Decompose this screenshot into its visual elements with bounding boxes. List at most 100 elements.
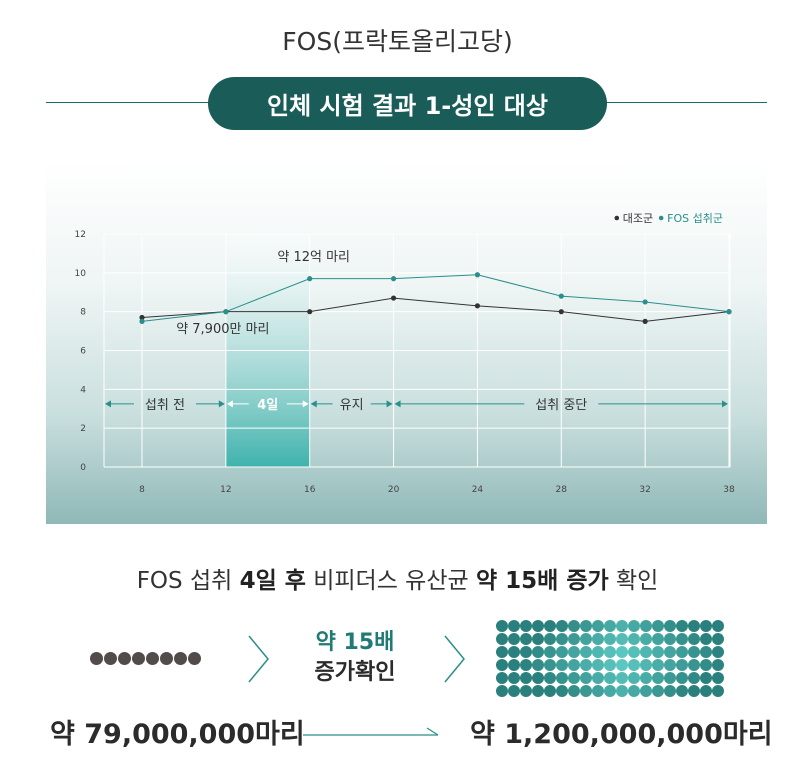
bacteria-dot	[568, 672, 580, 684]
summary-middle: 비피더스 유산균	[305, 568, 476, 594]
bacteria-dot	[520, 659, 532, 671]
bacteria-dot	[652, 685, 664, 697]
bacteria-dot	[676, 659, 688, 671]
bacteria-dot	[628, 633, 640, 645]
bacteria-dot	[520, 633, 532, 645]
bacteria-dot	[664, 620, 676, 632]
bacteria-dot	[104, 652, 117, 665]
bacteria-dot	[520, 646, 532, 658]
bacteria-dot	[616, 659, 628, 671]
bacteria-dot	[664, 672, 676, 684]
x-tick-label: 32	[639, 485, 650, 495]
bacteria-dot	[496, 685, 508, 697]
y-tick-label: 0	[80, 463, 86, 473]
before-count: 약 79,000,000마리	[50, 719, 305, 750]
bacteria-dot	[652, 646, 664, 658]
bacteria-dot	[604, 659, 616, 671]
bacteria-dot	[700, 633, 712, 645]
y-tick-label: 8	[80, 308, 86, 318]
bacteria-dot	[628, 620, 640, 632]
bacteria-dot	[520, 672, 532, 684]
data-point	[390, 276, 397, 282]
bacteria-dot	[652, 620, 664, 632]
x-tick-label: 12	[220, 485, 231, 495]
y-tick-label: 10	[75, 269, 87, 279]
dot-row	[496, 633, 730, 645]
chevron-right-icon	[248, 635, 269, 683]
y-tick-label: 12	[75, 230, 86, 240]
bacteria-dot	[508, 672, 520, 684]
bacteria-dot	[664, 685, 676, 697]
bacteria-dot	[532, 633, 544, 645]
bacteria-dot	[580, 620, 592, 632]
bacteria-dot	[544, 646, 556, 658]
annotation-label: 약 12억 마리	[277, 250, 350, 265]
bacteria-dot	[712, 646, 724, 658]
data-point	[474, 272, 481, 278]
data-point	[307, 276, 313, 282]
banner-line-left	[46, 102, 212, 103]
bacteria-dot	[532, 659, 544, 671]
bacteria-dot	[628, 659, 640, 671]
bacteria-dot	[640, 646, 652, 658]
bacteria-dot	[508, 633, 520, 645]
phase-arrow-right	[302, 400, 309, 408]
bacteria-dot	[652, 633, 664, 645]
bacteria-dot	[616, 633, 628, 645]
bacteria-dot	[592, 646, 604, 658]
summary-text: FOS 섭취 4일 후 비피더스 유산균 약 15배 증가 확인	[0, 561, 795, 595]
bacteria-dot	[712, 659, 724, 671]
bacteria-dot	[544, 672, 556, 684]
bacteria-dot	[604, 633, 616, 645]
chart-background	[46, 160, 767, 524]
dot-row	[496, 672, 730, 684]
series-line	[141, 274, 730, 322]
bacteria-dot	[592, 633, 604, 645]
after-count: 약 1,200,000,000마리	[470, 719, 773, 750]
bacteria-dot	[188, 652, 201, 665]
chevron-right-icon	[444, 635, 465, 683]
dot-row	[496, 659, 730, 671]
bacteria-dot	[580, 646, 592, 658]
bacteria-dot	[556, 646, 568, 658]
bacteria-dot	[604, 620, 616, 632]
bacteria-dot	[532, 685, 544, 697]
summary-prefix: FOS 섭취	[136, 568, 240, 594]
bacteria-dot	[496, 672, 508, 684]
bacteria-dot	[568, 646, 580, 658]
bacteria-dot	[688, 672, 700, 684]
phase-arrow-right	[386, 400, 393, 408]
bacteria-dot	[616, 646, 628, 658]
bacteria-dot	[676, 672, 688, 684]
dot-row	[496, 620, 730, 632]
phase-arrow-right	[218, 400, 225, 408]
bacteria-dot	[664, 646, 676, 658]
bacteria-dot	[628, 672, 640, 684]
bacteria-dot	[580, 659, 592, 671]
bacteria-dot	[676, 646, 688, 658]
bacteria-dot	[712, 672, 724, 684]
bacteria-dot	[712, 620, 724, 632]
bacteria-dot	[664, 659, 676, 671]
bacteria-dot	[580, 633, 592, 645]
bacteria-dot	[652, 659, 664, 671]
legend-marker	[614, 215, 620, 221]
bacteria-dot	[496, 620, 508, 632]
bacteria-dot	[508, 685, 520, 697]
data-point	[307, 309, 313, 315]
bacteria-dot	[676, 685, 688, 697]
phase-arrow-left	[226, 400, 233, 408]
x-tick-label: 38	[723, 485, 735, 495]
bacteria-dot	[700, 620, 712, 632]
bacteria-dot	[118, 652, 131, 665]
dot-row	[496, 685, 730, 697]
y-tick-label: 4	[80, 385, 86, 395]
bacteria-dot	[520, 685, 532, 697]
bacteria-dot	[592, 685, 604, 697]
bacteria-dot	[580, 672, 592, 684]
bacteria-dot	[616, 620, 628, 632]
bacteria-dot	[508, 659, 520, 671]
bacteria-dot	[146, 652, 159, 665]
bacteria-dot	[712, 685, 724, 697]
